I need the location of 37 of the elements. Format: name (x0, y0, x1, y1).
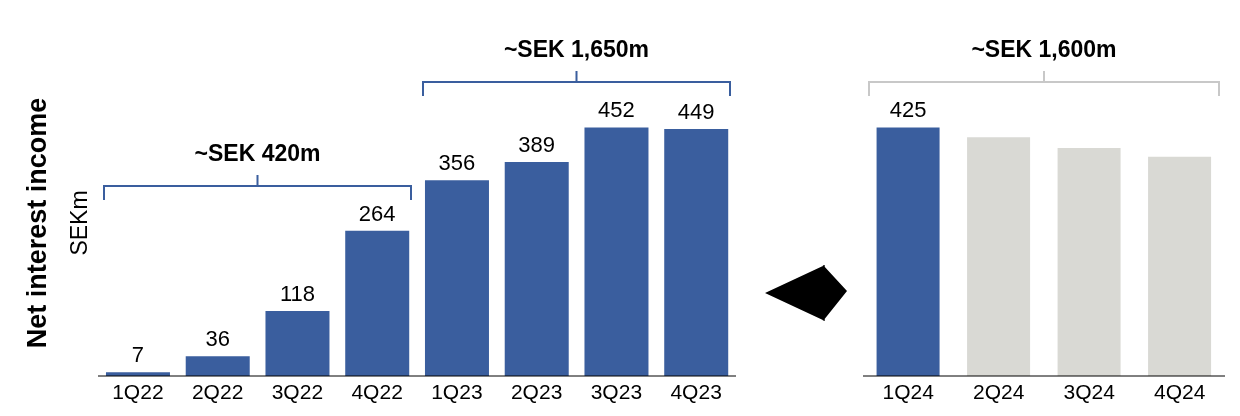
bar (876, 127, 940, 376)
bar (185, 356, 250, 376)
x-tick-label: 1Q22 (112, 379, 164, 403)
bar (504, 162, 569, 376)
bar (265, 311, 330, 376)
text: ~SEK 1,650m (502, 36, 651, 64)
bar (967, 137, 1031, 376)
x-tick-label: 1Q24 (882, 379, 935, 403)
data-label: 389 (518, 132, 556, 158)
x-tick-label: 4Q24 (1154, 379, 1206, 403)
bar (345, 230, 410, 376)
x-tick-label: 4Q22 (351, 379, 403, 403)
x-tick-label: 3Q22 (271, 379, 324, 403)
data-label: 425 (889, 97, 927, 123)
x-tick-label: 3Q23 (590, 379, 643, 403)
x-tick-label: 2Q24 (973, 379, 1025, 403)
data-label: 36 (205, 326, 230, 352)
x-tick-label: 4Q23 (670, 379, 722, 403)
data-label: 264 (358, 200, 396, 226)
x-tick-label: 2Q23 (510, 379, 563, 403)
bar (584, 127, 649, 376)
x-tick-label: 1Q23 (431, 379, 483, 403)
x-tick-label: 3Q24 (1063, 379, 1116, 403)
data-label: 7 (131, 342, 145, 368)
bar (664, 129, 729, 376)
y-axis-title: Net interest income (22, 96, 53, 351)
data-label: 452 (598, 97, 635, 123)
bar (1057, 147, 1121, 376)
x-tick-label: 2Q22 (191, 379, 244, 403)
annotation: ~SEK 420m (193, 139, 322, 167)
text: ~SEK 1,600m (970, 36, 1118, 64)
text: SEKm (66, 189, 93, 258)
data-label: 449 (677, 99, 715, 125)
bar (1148, 156, 1212, 376)
data-label: 118 (279, 281, 316, 307)
data-label: 356 (438, 150, 476, 176)
bar (424, 180, 489, 376)
